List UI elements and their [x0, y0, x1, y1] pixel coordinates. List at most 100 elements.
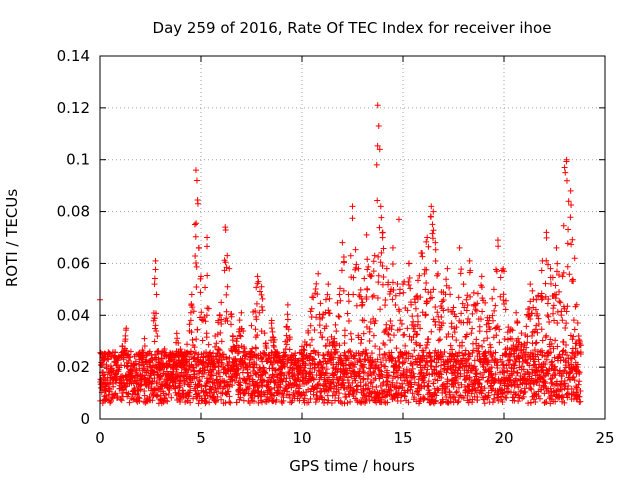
data-point [435, 386, 442, 393]
data-point [353, 389, 360, 396]
data-point [495, 397, 502, 404]
data-point [184, 341, 191, 348]
data-point [151, 275, 158, 282]
data-point [489, 399, 496, 406]
data-point [392, 373, 399, 380]
data-point [284, 316, 291, 323]
data-point [409, 353, 416, 360]
data-point [156, 360, 163, 367]
data-point [200, 317, 207, 324]
data-point [488, 364, 495, 371]
data-point [380, 273, 387, 280]
data-point [307, 322, 314, 329]
data-point [223, 308, 230, 315]
data-point [347, 398, 354, 405]
data-point [484, 335, 491, 342]
data-point [125, 390, 132, 397]
data-point [425, 243, 432, 250]
data-point [343, 386, 350, 393]
data-point [236, 348, 243, 355]
data-point [223, 264, 230, 271]
data-point [430, 208, 437, 215]
data-point [141, 372, 148, 379]
data-point [307, 350, 314, 357]
data-point [258, 291, 265, 298]
data-point [312, 399, 319, 406]
data-point [432, 398, 439, 405]
data-point [230, 363, 237, 370]
data-point [218, 316, 225, 323]
data-point [284, 388, 291, 395]
data-point [111, 349, 118, 356]
data-point [389, 244, 396, 251]
data-point [463, 296, 470, 303]
data-point [343, 370, 350, 377]
data-point [489, 312, 496, 319]
data-point [544, 261, 551, 268]
data-point [379, 262, 386, 269]
data-point [437, 368, 444, 375]
y-tick-label: 0.02 [57, 358, 90, 376]
data-point [382, 297, 389, 304]
data-point [269, 361, 276, 368]
data-point [336, 390, 343, 397]
data-point [527, 298, 534, 305]
data-point [387, 337, 394, 344]
data-point [529, 350, 536, 357]
data-point [397, 397, 404, 404]
data-point [378, 371, 385, 378]
data-point [563, 342, 570, 349]
data-point [351, 369, 358, 376]
data-point [400, 281, 406, 288]
data-point [520, 393, 527, 400]
data-point [551, 363, 558, 370]
data-point [173, 366, 180, 373]
data-point [193, 336, 200, 343]
data-point [225, 362, 232, 369]
data-point [253, 300, 260, 307]
data-point [158, 356, 165, 363]
data-point [552, 282, 559, 289]
data-point [490, 286, 497, 293]
data-point [205, 305, 212, 312]
data-point [514, 370, 521, 377]
data-point [141, 335, 148, 342]
data-point [564, 352, 571, 359]
data-point [564, 303, 571, 310]
data-point [473, 366, 480, 373]
data-point [189, 304, 196, 311]
data-point [370, 268, 377, 275]
data-point [402, 374, 409, 381]
data-point [188, 361, 195, 368]
data-point [514, 369, 521, 376]
data-point [346, 347, 353, 354]
data-point [413, 341, 420, 348]
data-point [469, 325, 476, 332]
data-point [299, 343, 305, 350]
data-point [364, 285, 371, 292]
data-point [471, 357, 478, 364]
data-point [141, 343, 148, 350]
data-point [251, 398, 258, 405]
data-point [575, 381, 582, 388]
data-point [432, 257, 439, 264]
data-point [459, 300, 466, 307]
data-point [543, 332, 550, 339]
data-point [487, 326, 494, 333]
data-point [211, 364, 218, 371]
data-point [435, 270, 442, 277]
data-point [474, 394, 481, 401]
data-point [277, 384, 284, 391]
data-point [510, 368, 517, 375]
data-point [370, 258, 377, 265]
data-point [510, 394, 517, 401]
data-point [374, 295, 381, 302]
data-point [569, 349, 576, 356]
data-point [150, 369, 157, 376]
data-point [576, 393, 583, 400]
data-point [317, 329, 324, 336]
data-point [392, 302, 399, 309]
data-point [574, 319, 581, 326]
data-point [378, 361, 385, 368]
data-point [390, 332, 397, 339]
